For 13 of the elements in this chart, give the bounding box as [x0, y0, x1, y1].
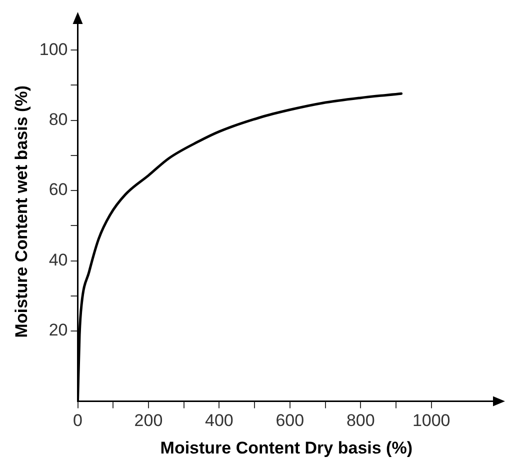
x-tick-label: 0: [73, 411, 82, 430]
y-tick-label: 60: [48, 180, 68, 200]
x-tick-label: 1000: [412, 411, 450, 430]
y-tick-label: 100: [39, 40, 68, 59]
x-axis-title: Moisture Content Dry basis (%): [160, 438, 412, 458]
y-axis-title: Moisture Content wet basis (%): [12, 86, 31, 338]
x-tick-label: 800: [346, 411, 375, 430]
x-tick-label: 200: [134, 411, 163, 430]
x-tick-label: 600: [276, 411, 304, 430]
y-tick-label: 20: [48, 320, 68, 340]
y-tick-label: 40: [48, 250, 68, 270]
y-tick-label: 80: [48, 110, 68, 129]
x-tick-label: 400: [205, 411, 234, 430]
